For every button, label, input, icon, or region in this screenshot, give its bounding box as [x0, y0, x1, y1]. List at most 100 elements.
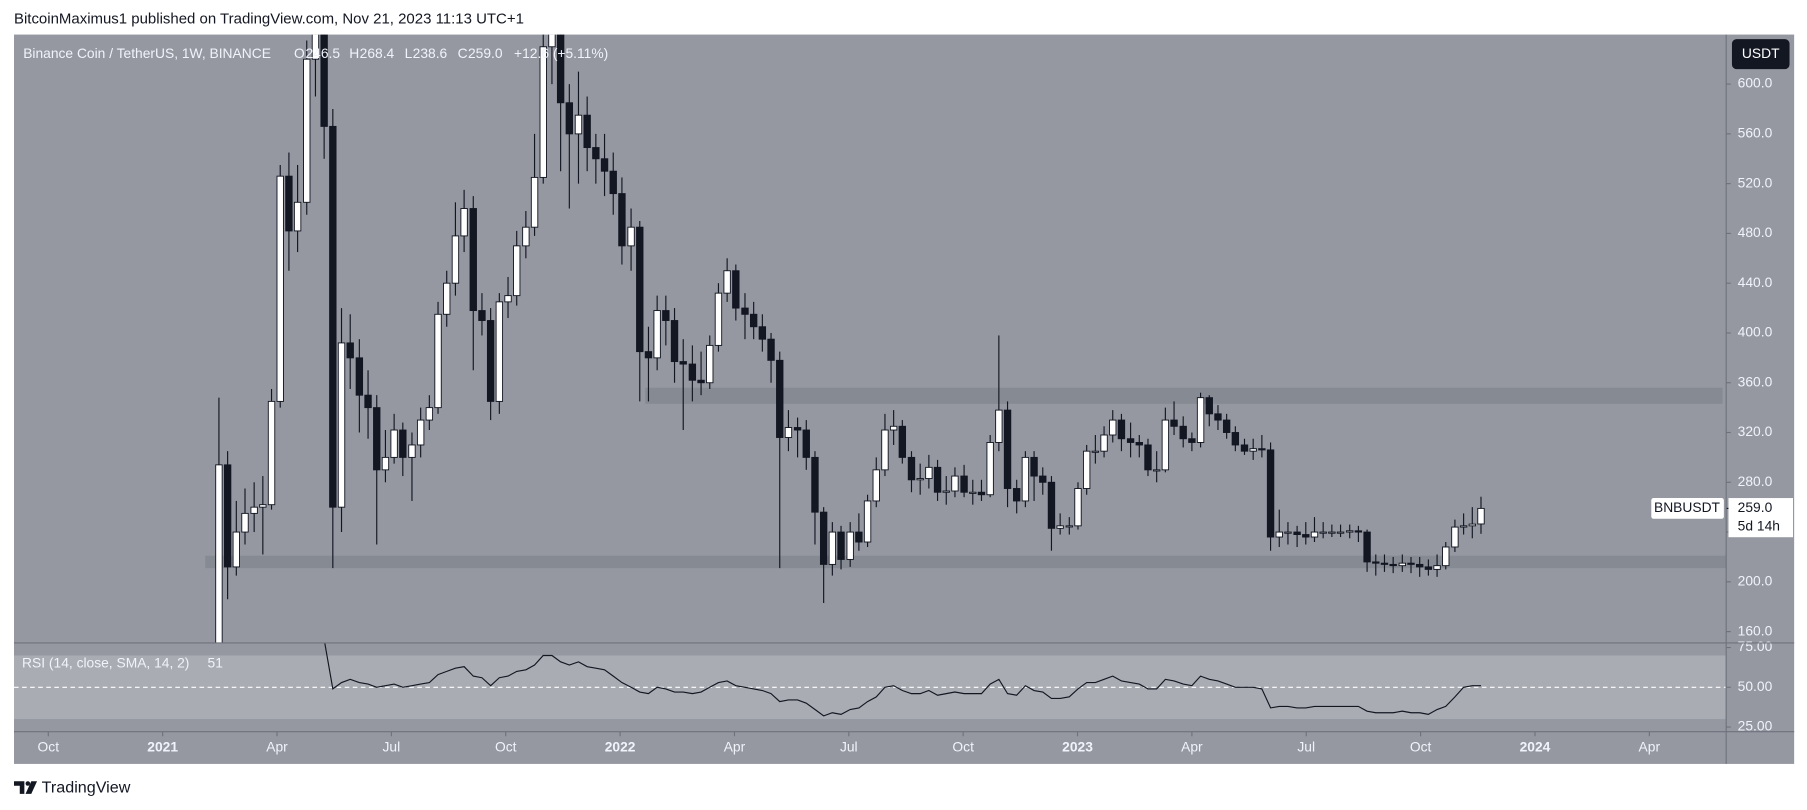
x-tick-label: Apr — [1639, 738, 1661, 754]
candle-body — [1451, 526, 1459, 548]
candle-body — [1240, 444, 1249, 452]
candle-body — [670, 320, 679, 363]
candle-body — [215, 464, 223, 643]
candle-body — [565, 102, 574, 135]
candle — [1424, 559, 1433, 576]
candle-body — [1407, 562, 1415, 565]
candle — [995, 335, 1003, 452]
legend-change: +12.6 (+5.11%) — [514, 45, 608, 61]
candle-body — [767, 338, 775, 361]
candle — [1039, 467, 1047, 495]
candle-body — [688, 363, 697, 381]
currency-button[interactable] — [1731, 39, 1790, 70]
candle — [907, 451, 916, 493]
x-tick-label: Oct — [38, 738, 60, 754]
candle — [1389, 556, 1397, 574]
candle — [670, 308, 679, 383]
candle-body — [776, 359, 784, 438]
candle — [898, 420, 907, 464]
legend-value: 238.6 — [413, 45, 448, 61]
candle — [259, 476, 267, 555]
candle — [1161, 407, 1170, 473]
candle-body — [583, 114, 591, 149]
candle — [1126, 422, 1135, 458]
candle — [828, 522, 837, 576]
candle-body — [1039, 475, 1047, 483]
candle — [969, 479, 977, 505]
candle-body — [504, 295, 512, 303]
candle-body — [986, 442, 994, 496]
candle-body — [723, 270, 731, 294]
y-tick-label: 200.0 — [1738, 572, 1773, 588]
candle — [399, 422, 407, 477]
candle-body — [627, 226, 635, 247]
candle — [539, 34, 547, 184]
candle — [443, 270, 451, 327]
candle — [1249, 438, 1257, 460]
candle — [1407, 556, 1415, 574]
candle — [1416, 556, 1424, 577]
candle — [1372, 554, 1380, 576]
candle-body — [863, 500, 872, 543]
candle-body — [1336, 531, 1345, 534]
candle-body — [495, 301, 504, 402]
x-tick-label: Apr — [266, 738, 288, 754]
candle — [451, 202, 460, 296]
rsi-line — [324, 642, 1481, 717]
candle — [609, 152, 617, 215]
candle-body — [1170, 419, 1178, 427]
candle-body — [1222, 419, 1231, 433]
x-tick-label: 2021 — [147, 738, 178, 754]
candle — [1030, 451, 1038, 501]
candle-body — [556, 34, 565, 104]
candle — [1293, 525, 1301, 547]
x-tick-label: 2022 — [605, 738, 636, 754]
currency-label[interactable]: USDT — [1742, 45, 1780, 61]
candle — [732, 264, 740, 321]
candle — [1109, 410, 1117, 443]
candle — [846, 522, 854, 567]
candle — [522, 211, 530, 259]
candle-body — [1416, 563, 1424, 568]
candle — [951, 467, 959, 498]
footer-logo — [13, 781, 38, 794]
candle-body — [714, 292, 723, 346]
candle — [1346, 524, 1354, 539]
legend-key: L — [405, 45, 413, 61]
candle-body — [434, 313, 442, 409]
candle-body — [1442, 546, 1450, 567]
candle-body — [1013, 488, 1021, 502]
candle — [1074, 482, 1082, 530]
candle — [1275, 509, 1283, 547]
rsi-title: RSI (14, close, SMA, 14, 2) — [22, 654, 189, 670]
candle-body — [960, 475, 968, 493]
candle — [250, 482, 258, 533]
candle — [1442, 542, 1450, 570]
candle-body — [232, 531, 240, 568]
candle — [618, 177, 626, 265]
candle-body — [828, 531, 837, 565]
candle-body — [425, 407, 434, 421]
symbol-title: Binance Coin / TetherUS, 1W, BINANCE — [23, 45, 271, 61]
candle — [986, 434, 994, 498]
candle — [837, 525, 845, 570]
ticker-label: BNBUSDT — [1654, 499, 1721, 515]
candle — [1222, 413, 1231, 439]
y-tick-label: 440.0 — [1738, 274, 1773, 290]
candle-body — [1144, 444, 1152, 471]
candle — [548, 34, 556, 85]
candle-body — [1424, 566, 1433, 570]
candle — [688, 345, 697, 402]
candle-body — [1135, 442, 1143, 446]
x-tick-label: 2024 — [1520, 738, 1551, 754]
candle-body — [355, 357, 364, 396]
candle — [1258, 434, 1266, 458]
candle — [977, 479, 986, 501]
candle-body — [636, 226, 644, 353]
candle-body — [259, 504, 267, 508]
legend-value: 268.4 — [360, 45, 395, 61]
candle — [1459, 513, 1468, 535]
candle-body — [416, 419, 425, 446]
candle-body — [1302, 534, 1310, 538]
candle-body — [1047, 481, 1056, 529]
